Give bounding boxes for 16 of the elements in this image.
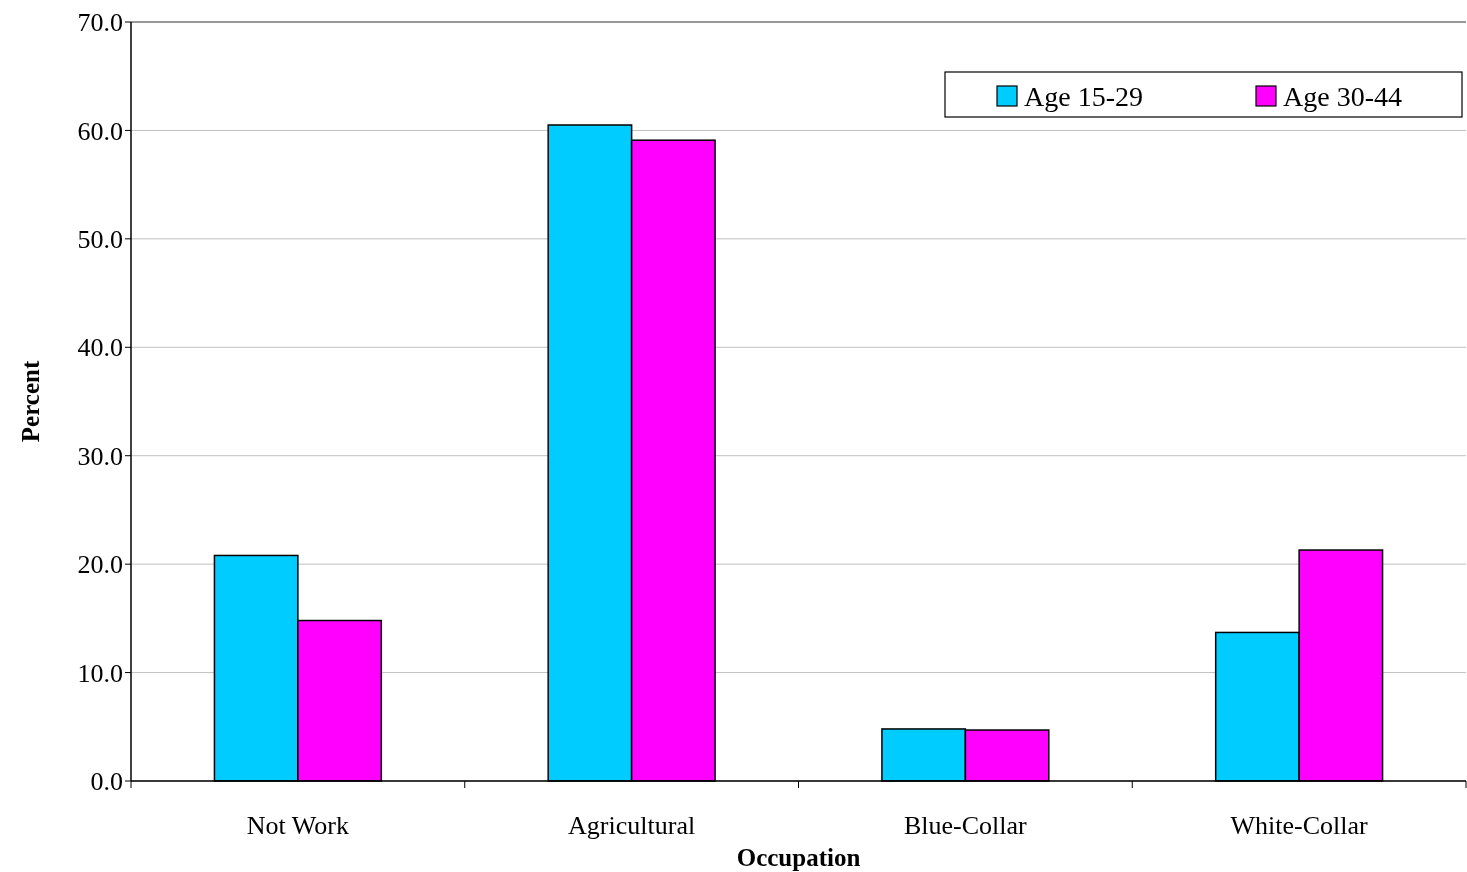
y-tick-label: 40.0: [77, 333, 123, 363]
x-tick-label: Not Work: [246, 811, 349, 841]
y-tick-label: 0.0: [90, 767, 123, 797]
legend-label: Age 30-44: [1283, 80, 1402, 112]
x-axis-title: Occupation: [736, 843, 861, 871]
y-tick-label: 10.0: [77, 658, 123, 688]
x-tick-label: Agricultural: [568, 811, 696, 841]
y-tick-label: 50.0: [77, 224, 123, 254]
y-tick-label: 20.0: [77, 550, 123, 580]
x-tick-label: Blue-Collar: [903, 811, 1028, 841]
x-tick-label: White-Collar: [1230, 811, 1369, 841]
y-axis-title: Percent: [16, 360, 44, 443]
legend-label: Age 15-29: [1024, 80, 1143, 112]
y-tick-label: 70.0: [77, 8, 123, 38]
y-tick-label: 60.0: [77, 116, 123, 146]
y-tick-label: 30.0: [77, 441, 123, 471]
